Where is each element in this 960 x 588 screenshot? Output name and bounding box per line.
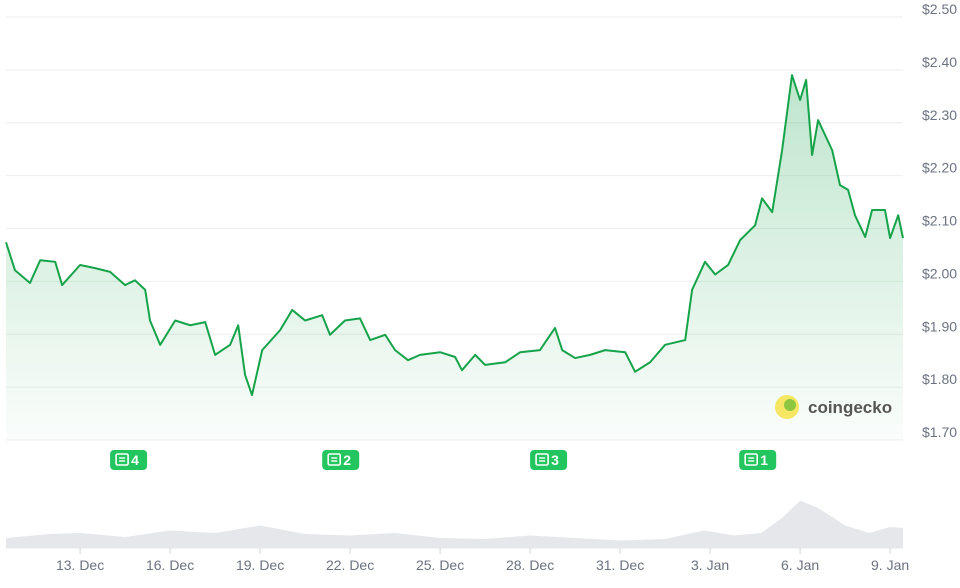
news-badge[interactable]: 3 xyxy=(530,450,568,470)
badge-icon xyxy=(535,453,549,466)
y-tick-label: $2.30 xyxy=(922,107,957,123)
x-tick-label: 16. Dec xyxy=(146,557,194,573)
news-badge[interactable]: 4 xyxy=(110,450,148,470)
volume-area xyxy=(6,500,903,548)
y-tick-label: $2.10 xyxy=(922,213,957,229)
y-tick-label: $2.00 xyxy=(922,265,957,281)
badge-count: 3 xyxy=(551,452,559,468)
news-badge[interactable]: 1 xyxy=(739,450,777,470)
x-tick-label: 19. Dec xyxy=(236,557,284,573)
price-line xyxy=(5,74,904,397)
x-tick-label: 22. Dec xyxy=(326,557,374,573)
x-tick-label: 6. Jan xyxy=(781,557,819,573)
logo-eye xyxy=(784,399,796,411)
y-tick-label: $1.90 xyxy=(922,318,957,334)
x-tick-label: 31. Dec xyxy=(596,557,644,573)
badge-icon xyxy=(115,453,129,466)
y-tick-label: $1.80 xyxy=(922,371,957,387)
x-tick-label: 9. Jan xyxy=(871,557,909,573)
news-badge[interactable]: 2 xyxy=(322,450,360,470)
badge-count: 4 xyxy=(131,452,139,468)
badge-icon xyxy=(744,453,759,466)
y-tick-label: $2.40 xyxy=(922,54,957,70)
badge-count: 1 xyxy=(760,452,768,468)
watermark-text: coingecko xyxy=(808,398,892,417)
y-tick-label: $1.70 xyxy=(922,424,957,440)
price-area xyxy=(6,75,903,440)
x-tick-label: 28. Dec xyxy=(506,557,554,573)
x-tick-label: 13. Dec xyxy=(56,557,104,573)
y-tick-label: $2.20 xyxy=(922,160,957,176)
badge-icon xyxy=(327,453,342,466)
x-tick-label: 3. Jan xyxy=(691,557,729,573)
watermark: coingecko xyxy=(775,395,892,419)
badge-count: 2 xyxy=(343,452,351,468)
y-tick-label: $2.50 xyxy=(922,1,957,17)
x-tick-label: 25. Dec xyxy=(416,557,464,573)
